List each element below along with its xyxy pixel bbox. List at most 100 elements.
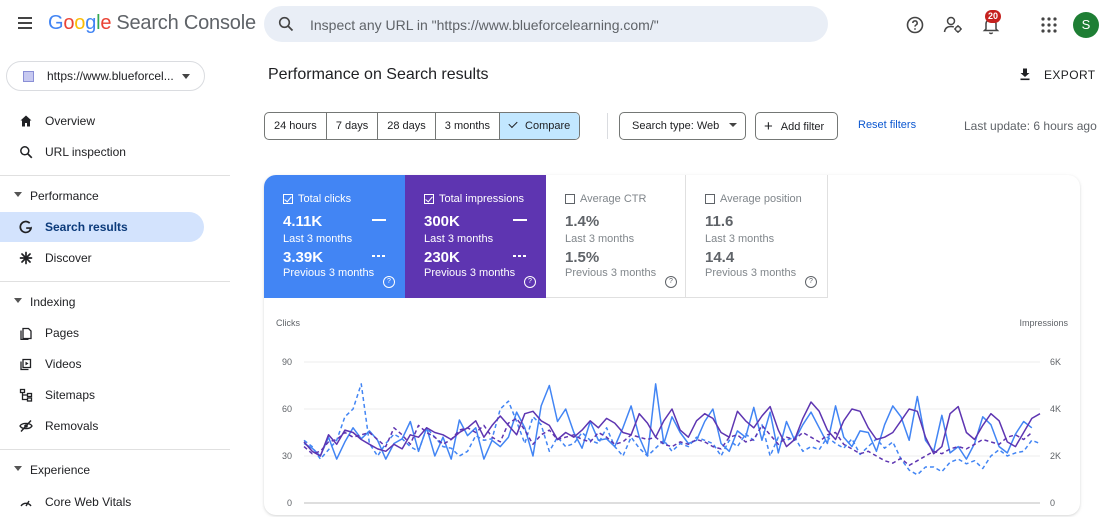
video-icon [20, 358, 32, 371]
help-icon[interactable] [903, 13, 927, 37]
add-filter-label: Add filter [780, 121, 825, 133]
last-update-text: Last update: 6 hours ago [964, 119, 1097, 133]
logo-letter: g [85, 12, 97, 34]
metric-total-impressions[interactable]: Total impressions 300K Last 3 months 230… [405, 175, 546, 298]
metric-checkbox[interactable] [283, 194, 293, 204]
sidebar-section-label: Indexing [30, 295, 76, 309]
range-7-days[interactable]: 7 days [327, 113, 379, 139]
x-tick-label: 15 [413, 514, 423, 515]
help-icon[interactable]: ? [524, 276, 536, 288]
search-icon [20, 146, 33, 159]
download-icon [1020, 68, 1030, 81]
metric-previous-value: 230K [424, 249, 460, 266]
metric-label: Total clicks [298, 193, 352, 205]
y-tick-label-right: 4K [1050, 404, 1061, 414]
sidebar-divider [0, 175, 230, 176]
sidebar-item-label: Removals [45, 419, 99, 433]
sidebar-item-label: URL inspection [45, 145, 126, 159]
property-icon [23, 71, 34, 82]
menu-icon-line [18, 22, 32, 24]
logo-letter: o [74, 12, 86, 34]
sidebar-item-removals[interactable]: Removals [0, 411, 204, 441]
home-icon [20, 115, 32, 127]
metric-previous-period: Previous 3 months [565, 267, 657, 279]
sidebar-section-experience[interactable]: Experience [0, 458, 204, 482]
search-type-filter[interactable]: Search type: Web [619, 112, 747, 140]
reset-filters-link[interactable]: Reset filters [858, 119, 917, 131]
help-icon[interactable]: ? [383, 276, 395, 288]
caret-down-icon [729, 123, 738, 127]
y-tick-label-right: 2K [1050, 451, 1061, 461]
sidebar-item-label: Sitemaps [45, 388, 96, 402]
collapse-triangle-icon [14, 466, 22, 471]
help-icon[interactable]: ? [665, 276, 677, 288]
caret-down-icon [182, 74, 190, 79]
logo-letter: G [48, 12, 64, 34]
x-tick-label: 75 [904, 514, 914, 515]
page-title: Performance on Search results [268, 66, 489, 83]
metric-previous-value: 14.4 [705, 249, 735, 266]
x-tick-label: 60 [781, 514, 791, 515]
metric-previous-period: Previous 3 months [283, 267, 375, 279]
left-axis-label: Clicks [276, 318, 300, 328]
sidebar-item-label: Videos [45, 357, 82, 371]
metric-checkbox[interactable] [565, 194, 575, 204]
clicks-dashed-series-line [303, 383, 1041, 476]
sidebar-section-performance[interactable]: Performance [0, 184, 204, 208]
add-filter-button[interactable]: + Add filter [755, 112, 839, 140]
range-compare[interactable]: Compare [500, 113, 580, 139]
sidebar-item-videos[interactable]: Videos [0, 349, 204, 379]
sidebar-section-indexing[interactable]: Indexing [0, 290, 204, 314]
sidebar-section-label: Experience [30, 463, 91, 477]
export-label: EXPORT [1044, 68, 1096, 82]
property-selector[interactable]: https://www.blueforcel... [6, 61, 205, 91]
collapse-triangle-icon [14, 192, 22, 197]
range-28-days[interactable]: 28 days [378, 113, 436, 139]
sidebar-item-pages[interactable]: Pages [0, 318, 204, 348]
y-tick-label-left: 60 [282, 404, 292, 414]
x-tick-label: 90 [1027, 514, 1037, 515]
sidebar-item-url-inspection[interactable]: URL inspection [0, 137, 204, 167]
url-inspect-search[interactable] [264, 6, 828, 44]
sidebar-item-overview[interactable]: Overview [0, 106, 204, 136]
metric-previous-value: 1.5% [565, 249, 600, 266]
help-icon[interactable]: ? [805, 276, 817, 288]
metric-average-position[interactable]: Average position 11.6 Last 3 months 14.4… [686, 175, 828, 298]
sidebar-item-core-web-vitals[interactable]: Core Web Vitals [0, 487, 204, 517]
sidebar-divider [0, 281, 230, 282]
sidebar-item-sitemaps[interactable]: Sitemaps [0, 380, 204, 410]
manage-users-icon[interactable] [941, 13, 965, 37]
main-menu-button[interactable] [14, 12, 40, 38]
metric-checkbox[interactable] [424, 194, 434, 204]
impressions-dashed-series-line [303, 417, 1033, 467]
sidebar-item-search-results[interactable]: Search results [0, 212, 204, 242]
metric-value: 11.6 [705, 213, 734, 230]
range-3-months[interactable]: 3 months [436, 113, 501, 139]
metric-label: Total impressions [439, 193, 524, 205]
metric-value: 300K [424, 213, 460, 230]
search-console-logo[interactable]: Google Search Console [48, 12, 256, 35]
metric-period: Last 3 months [705, 233, 775, 245]
url-inspect-input[interactable] [308, 6, 812, 44]
performance-chart[interactable]: 0 30 60 90 0 2K 4K 6K 15 30 45 60 75 90 [264, 325, 1080, 515]
search-icon [278, 16, 294, 32]
range-24-hours[interactable]: 24 hours [265, 113, 327, 139]
account-avatar[interactable]: S [1073, 12, 1099, 38]
search-type-label: Search type: Web [632, 120, 720, 132]
metric-average-ctr[interactable]: Average CTR 1.4% Last 3 months 1.5% Prev… [546, 175, 686, 298]
collapse-triangle-icon [14, 298, 22, 303]
metric-value: 1.4% [565, 213, 600, 230]
y-tick-label-left: 90 [282, 357, 292, 367]
sidebar-item-label: Pages [45, 326, 80, 340]
logo-letter: o [63, 12, 75, 34]
metric-total-clicks[interactable]: Total clicks 4.11K Last 3 months 3.39K P… [264, 175, 405, 298]
metric-previous-period: Previous 3 months [424, 267, 516, 279]
vitals-icon [20, 500, 32, 507]
right-axis-label: Impressions [1019, 318, 1068, 328]
menu-icon-line [18, 27, 32, 29]
apps-grid-icon[interactable] [1037, 13, 1061, 37]
metric-checkbox[interactable] [705, 194, 715, 204]
pages-icon [20, 327, 32, 340]
sidebar-item-discover[interactable]: Discover [0, 243, 204, 273]
